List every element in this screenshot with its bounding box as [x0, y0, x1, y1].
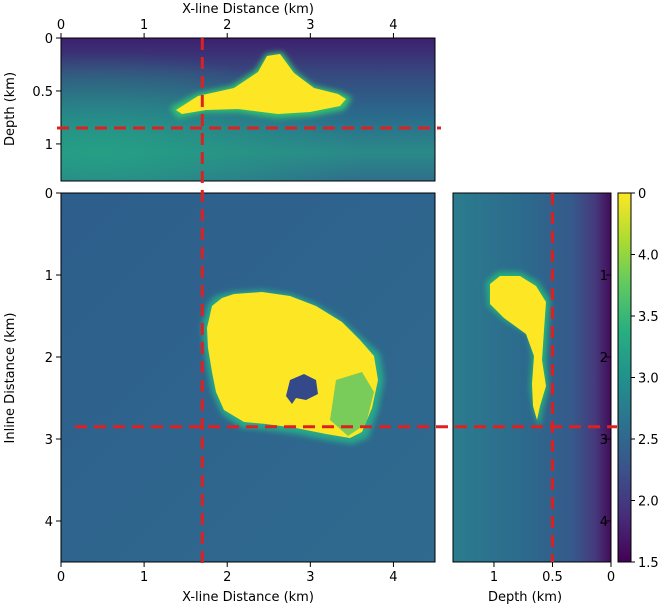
depth-slice-xticks: 0 1 2 3 4 [57, 18, 398, 38]
map-view-xtick-label: 1 [140, 570, 148, 585]
colorbar-tick-label: 0 [638, 187, 646, 202]
depth-slice-frame [60, 37, 436, 182]
colorbar-tick-label: 4.0 [638, 249, 659, 264]
map-view-yticks: 0 1 2 3 4 [45, 187, 61, 530]
colorbar-tick-label: 1.5 [638, 556, 659, 571]
inline-section-xlabel: Depth (km) [488, 590, 562, 605]
depth-slice-ytick-label: 0.5 [32, 85, 53, 100]
colorbar: 0 4.0 3.5 3.0 2.5 2.0 1.5 [617, 187, 659, 571]
depth-slice-anomaly [176, 54, 346, 114]
map-view-ylabel: Inline Distance (km) [3, 313, 18, 444]
depth-slice-xtick-label: 1 [140, 18, 148, 33]
depth-slice-xtick-label: 3 [306, 18, 314, 33]
map-view-anomaly-green-patch [330, 372, 374, 436]
map-view-ytick-label: 1 [45, 269, 53, 284]
colorbar-tick-label: 3.5 [638, 310, 659, 325]
inline-section-ytick-label: 1 [600, 269, 608, 284]
map-view-hole [286, 374, 318, 404]
inline-section-ytick-label: 4 [600, 515, 608, 530]
depth-slice-ylabel: Depth (km) [3, 72, 18, 146]
map-view-ytick-label: 4 [45, 515, 53, 530]
colorbar-ticks: 0 4.0 3.5 3.0 2.5 2.0 1.5 [631, 187, 659, 571]
crosshair-lines [57, 38, 617, 566]
inline-section-xtick-label: 0 [607, 570, 615, 585]
depth-slice-xtick-label: 2 [223, 18, 231, 33]
colorbar-tick-label: 3.0 [638, 372, 659, 387]
inline-section-anomaly [490, 276, 546, 420]
depth-slice-xlabel: X-line Distance (km) [182, 2, 314, 17]
inline-section-xtick-label: 0.5 [542, 570, 563, 585]
inline-section-ytick-label: 3 [600, 433, 608, 448]
colorbar-tick-label: 2.5 [638, 433, 659, 448]
map-view-xtick-label: 4 [389, 570, 397, 585]
depth-slice-ytick-label: 1 [45, 138, 53, 153]
depth-slice-ytick-label: 0 [45, 32, 53, 47]
depth-slice-xtick-label: 0 [57, 18, 65, 33]
map-view-xtick-label: 2 [223, 570, 231, 585]
colorbar-fill [618, 193, 631, 562]
map-view-frame [60, 192, 436, 563]
depth-slice-yticks: 00.51 [32, 32, 61, 153]
depth-slice-xtick-label: 4 [389, 18, 397, 33]
inline-section-yticks: 1 2 3 4 [600, 269, 611, 530]
map-view-xlabel: X-line Distance (km) [182, 590, 314, 605]
inline-section-xticks: 1 0.5 0 [490, 562, 615, 585]
map-view-xticks: 0 1 2 3 4 [57, 562, 398, 585]
map-view-xtick-label: 3 [306, 570, 314, 585]
map-view-xtick-label: 0 [57, 570, 65, 585]
map-view-ytick-label: 0 [45, 187, 53, 202]
map-view-ytick-label: 3 [45, 433, 53, 448]
colorbar-tick-label: 2.0 [638, 495, 659, 510]
inline-section-xtick-label: 1 [490, 570, 498, 585]
map-view-panel: 0 1 2 3 4 0 1 2 3 4 X-line Distance (km) Inline … [3, 187, 436, 605]
inline-section-frame [452, 192, 612, 563]
inline-section-ytick-label: 2 [600, 351, 608, 366]
map-view-ytick-label: 2 [45, 351, 53, 366]
